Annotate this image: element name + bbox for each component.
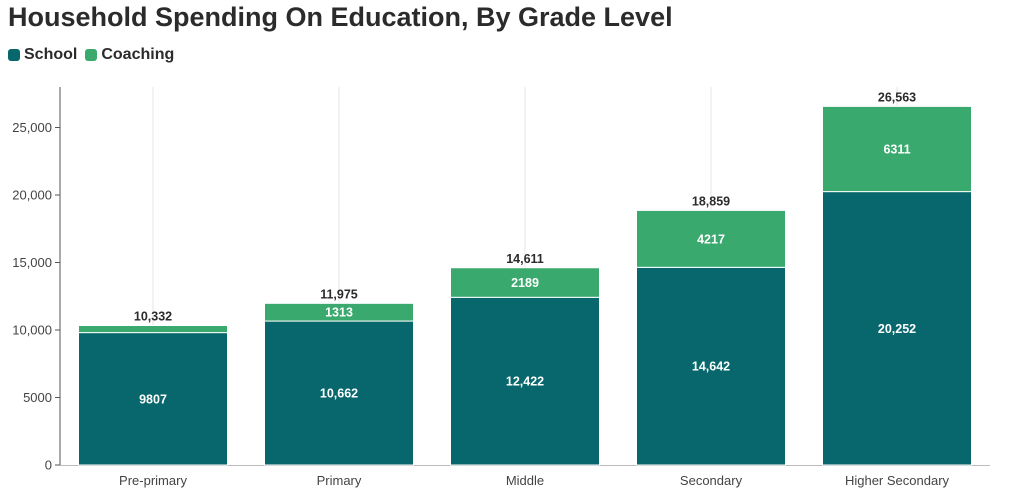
bar-value-label: 6311 bbox=[883, 142, 910, 156]
bar-segment-coaching bbox=[264, 302, 414, 322]
x-category-label: Secondary bbox=[680, 473, 743, 488]
bar-total-label: 10,332 bbox=[134, 310, 172, 324]
legend-label-school: School bbox=[24, 46, 78, 63]
y-tick-label: 0 bbox=[45, 458, 52, 473]
bar-value-label: 9807 bbox=[139, 392, 167, 406]
y-tick-label: 15,000 bbox=[12, 255, 52, 270]
bar-segment-school bbox=[264, 320, 414, 466]
x-category-label: Middle bbox=[506, 473, 544, 488]
chart-title: Household Spending On Education, By Grad… bbox=[8, 2, 673, 32]
y-tick-label: 5000 bbox=[23, 390, 52, 405]
bar-value-label: 12,422 bbox=[506, 375, 544, 389]
y-tick-label: 10,000 bbox=[12, 323, 52, 338]
legend-item-school: School bbox=[8, 46, 77, 64]
y-tick-label: 20,000 bbox=[12, 188, 52, 203]
bar-segment-coaching bbox=[78, 325, 228, 334]
bar-value-label: 1313 bbox=[325, 306, 353, 320]
bar-segment-coaching bbox=[636, 209, 786, 268]
y-tick-label: 25,000 bbox=[12, 120, 52, 135]
bar-segment-coaching bbox=[822, 105, 972, 193]
x-category-label: Primary bbox=[317, 473, 362, 488]
bar-segment-coaching bbox=[450, 267, 600, 298]
legend-swatch-school bbox=[8, 49, 20, 61]
bar-total-label: 11,975 bbox=[320, 287, 358, 301]
bar-value-label: 4217 bbox=[697, 232, 725, 246]
bar-value-label: 2189 bbox=[511, 276, 539, 290]
bar-total-label: 26,563 bbox=[878, 90, 916, 104]
legend-item-coaching: Coaching bbox=[85, 46, 174, 64]
legend: School Coaching bbox=[8, 46, 182, 64]
bar-segment-school bbox=[822, 191, 972, 466]
x-category-label: Higher Secondary bbox=[845, 473, 950, 488]
legend-label-coaching: Coaching bbox=[101, 46, 175, 63]
x-category-label: Pre-primary bbox=[119, 473, 187, 488]
bar-total-label: 14,611 bbox=[506, 252, 544, 266]
bar-value-label: 14,642 bbox=[692, 360, 730, 374]
bar-value-label: 10,662 bbox=[320, 387, 358, 401]
bar-total-label: 18,859 bbox=[692, 194, 730, 208]
bar-segment-school bbox=[450, 296, 600, 466]
legend-swatch-coaching bbox=[85, 49, 98, 61]
bar-value-label: 20,252 bbox=[878, 322, 916, 336]
bar-segment-school bbox=[78, 332, 228, 466]
